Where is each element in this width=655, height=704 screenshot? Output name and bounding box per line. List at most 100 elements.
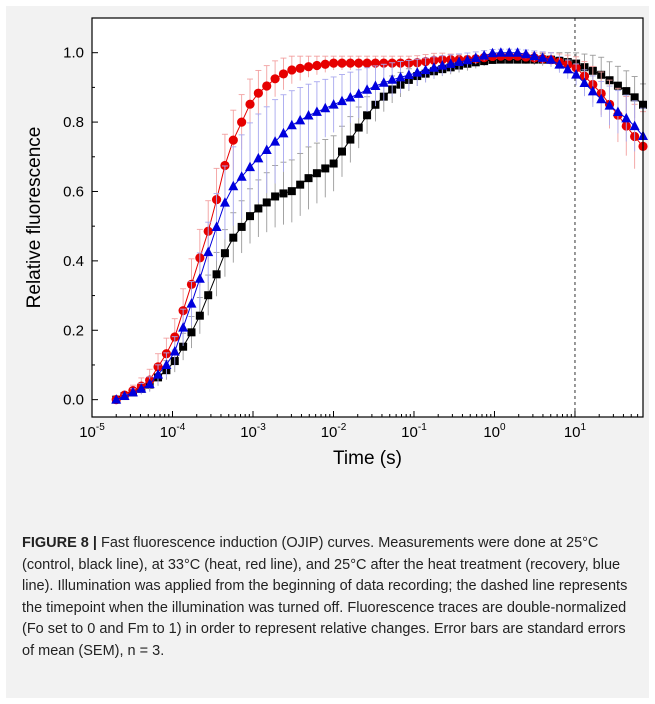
data-point-square <box>630 93 639 102</box>
x-tick-label: 10-2 <box>321 422 347 441</box>
data-point-triangle <box>303 110 314 120</box>
data-point-triangle <box>378 77 389 87</box>
caption-text: Fast fluorescence induction (OJIP) curve… <box>22 535 628 659</box>
data-point-triangle <box>437 60 448 70</box>
data-point-square <box>229 233 238 242</box>
data-point-circle <box>262 81 272 91</box>
data-point-circle <box>270 74 280 84</box>
data-point-triangle <box>454 56 465 67</box>
data-point-triangle <box>420 64 431 75</box>
data-point-triangle <box>194 273 205 283</box>
data-point-square <box>363 111 372 120</box>
data-point-triangle <box>153 369 164 379</box>
data-point-triangle <box>479 50 490 60</box>
data-point-circle <box>354 58 364 68</box>
x-axis-label: Time (s) <box>333 448 402 469</box>
data-point-circle <box>295 63 305 73</box>
x-tick-label: 10-1 <box>401 422 427 441</box>
data-point-square <box>613 81 622 90</box>
data-point-square <box>329 159 338 168</box>
data-point-triangle <box>537 52 548 62</box>
data-point-square <box>254 204 263 213</box>
data-point-triangle <box>529 50 540 61</box>
data-point-triangle <box>245 161 256 172</box>
data-point-triangle <box>336 95 347 106</box>
y-tick-label: 0.6 <box>63 183 84 200</box>
data-point-circle <box>337 58 347 68</box>
y-tick-label: 0.0 <box>63 392 84 409</box>
series-line <box>115 52 644 401</box>
data-point-square <box>262 198 271 207</box>
data-point-circle <box>253 88 263 98</box>
x-tick-base: 10 <box>483 424 500 441</box>
figure-label: FIGURE 8 | <box>22 535 97 551</box>
data-point-triangle <box>621 112 632 123</box>
x-tick-exponent: 1 <box>581 422 587 433</box>
x-tick-label: 101 <box>564 422 587 441</box>
y-tick-label: 1.0 <box>63 45 84 62</box>
data-point-triangle <box>328 99 339 109</box>
data-point-circle <box>237 117 247 127</box>
data-point-circle <box>220 160 230 171</box>
x-tick-exponent: 0 <box>500 422 506 433</box>
data-point-triangle <box>387 74 398 84</box>
figure-panel: 0.0 0.2 0.4 0.6 0.8 1.0 10-5 10-4 10-3 10-2 10-1 10… <box>6 6 649 698</box>
data-point-circle <box>303 62 314 72</box>
data-point-triangle <box>295 114 306 125</box>
data-point-triangle <box>345 91 356 102</box>
data-point-square <box>237 222 246 231</box>
data-point-triangle <box>119 390 130 401</box>
data-point-triangle <box>136 383 147 393</box>
data-point-triangle <box>579 77 590 88</box>
data-point-triangle <box>412 67 423 77</box>
data-point-triangle <box>612 106 623 116</box>
data-point-triangle <box>228 180 239 191</box>
data-point-square <box>321 164 330 173</box>
data-point-triangle <box>596 93 607 104</box>
data-point-square <box>354 123 363 132</box>
x-tick-exponent: -4 <box>176 422 185 433</box>
data-point-triangle <box>203 246 214 257</box>
data-point-triangle <box>127 386 138 397</box>
data-point-triangle <box>487 47 498 58</box>
data-point-triangle <box>278 127 289 138</box>
series-2 <box>111 47 648 404</box>
data-point-circle <box>379 58 389 68</box>
x-tick-base: 10 <box>79 424 96 441</box>
data-point-triangle <box>320 102 331 113</box>
data-point-triangle <box>186 298 197 308</box>
data-point-triangle <box>370 80 381 91</box>
data-point-circle <box>370 58 381 68</box>
data-point-triangle <box>504 47 515 57</box>
data-point-circle <box>320 59 330 69</box>
data-point-circle <box>287 65 297 75</box>
data-point-circle <box>329 58 339 68</box>
data-point-triangle <box>462 54 473 65</box>
x-tick-exponent: -3 <box>257 422 266 433</box>
data-point-triangle <box>362 84 373 94</box>
data-point-circle <box>228 135 238 145</box>
data-point-triangle <box>395 71 406 82</box>
data-point-circle <box>278 69 289 79</box>
data-point-triangle <box>169 346 180 356</box>
x-tick-exponent: -2 <box>337 422 346 433</box>
data-point-triangle <box>144 378 155 389</box>
data-point-square <box>312 169 321 178</box>
data-point-triangle <box>353 88 364 98</box>
y-tick-label: 0.4 <box>63 253 84 270</box>
data-point-square <box>346 135 355 144</box>
x-tick-base: 10 <box>160 424 177 441</box>
y-axis-label: Relative fluorescence <box>24 127 45 309</box>
y-tick-label: 0.8 <box>63 114 84 131</box>
data-point-triangle <box>161 359 172 369</box>
data-point-square <box>271 192 280 201</box>
data-point-square <box>279 189 288 198</box>
data-point-triangle <box>253 152 264 163</box>
data-point-square <box>179 342 188 351</box>
data-point-triangle <box>445 58 456 68</box>
data-point-triangle <box>236 171 247 181</box>
x-tick-exponent: -1 <box>418 422 427 433</box>
x-tick-base: 10 <box>401 424 418 441</box>
data-point-triangle <box>470 52 481 63</box>
data-point-triangle <box>520 48 531 59</box>
